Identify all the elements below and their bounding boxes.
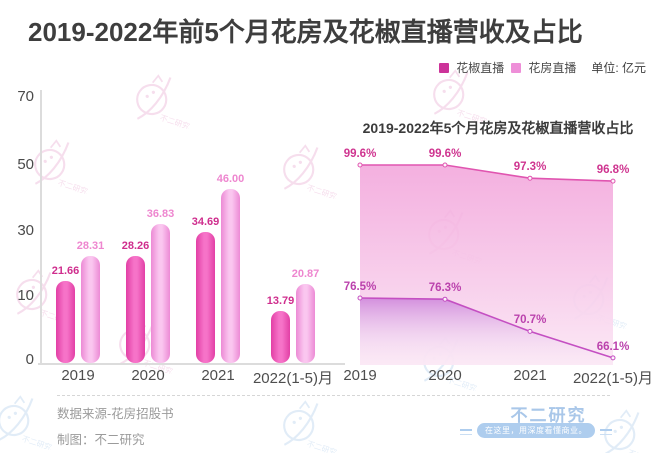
bar-value-label: 34.69 bbox=[191, 215, 220, 228]
x-axis-label: 2021 bbox=[201, 367, 235, 384]
x-axis-label: 2022(1-5)月 bbox=[252, 370, 334, 387]
y-tick-label: 10 bbox=[17, 287, 34, 304]
bar-huajiao bbox=[126, 256, 145, 363]
x-axis-line bbox=[38, 363, 345, 365]
area-value-label: 99.6% bbox=[428, 148, 462, 160]
area-value-label: 97.3% bbox=[513, 161, 547, 174]
watermark-doodle-blue bbox=[271, 392, 343, 453]
x-axis-label: 2019 bbox=[343, 367, 377, 384]
x-axis-label: 2020 bbox=[131, 367, 165, 384]
bar-value-label: 21.66 bbox=[51, 265, 80, 278]
x-axis-label: 2022(1-5)月 bbox=[572, 370, 654, 387]
bar-huafang bbox=[221, 189, 240, 363]
watermark-doodle-blue bbox=[592, 401, 660, 453]
page-title: 2019-2022年前5个月花房及花椒直播营收及占比 bbox=[28, 17, 583, 47]
area-path bbox=[359, 297, 614, 359]
area-value-label: 76.5% bbox=[343, 281, 377, 293]
brand-logo-text: 不二研究 bbox=[510, 406, 587, 425]
bar-huajiao bbox=[196, 231, 215, 363]
data-point-marker bbox=[527, 175, 533, 181]
legend-swatch-huafang bbox=[511, 62, 522, 73]
area-path bbox=[360, 298, 613, 365]
data-point-marker bbox=[527, 328, 533, 334]
credit-note: 制图：不二研究 bbox=[57, 433, 145, 447]
x-axis-label: 2021 bbox=[513, 367, 547, 384]
area-path bbox=[360, 164, 614, 182]
y-tick-label: 30 bbox=[17, 222, 34, 239]
area-chart-title: 2019-2022年5个月花房及花椒直播营收占比 bbox=[362, 120, 634, 136]
bar-value-label: 28.31 bbox=[76, 239, 105, 252]
area-value-label: 99.6% bbox=[343, 148, 377, 160]
x-axis-label: 2020 bbox=[428, 367, 462, 384]
area-chart-canvas bbox=[357, 162, 616, 365]
pill-dash-left bbox=[460, 429, 472, 435]
bar-value-label: 20.87 bbox=[291, 268, 320, 281]
chart-legend: 花椒直播 花房直播 单位: 亿元 bbox=[439, 59, 646, 76]
watermark-doodle-pink bbox=[124, 66, 196, 138]
legend-swatch-huajiao bbox=[439, 62, 450, 73]
y-tick-label: 70 bbox=[17, 88, 34, 105]
area-value-label: 66.1% bbox=[596, 340, 630, 353]
data-point-marker bbox=[357, 162, 363, 168]
bar-huafang bbox=[296, 284, 315, 363]
legend-unit-label: 单位: 亿元 bbox=[591, 61, 646, 75]
bar-value-label: 36.83 bbox=[146, 207, 175, 220]
bar-value-label: 13.79 bbox=[266, 294, 295, 307]
legend-label-huafang: 花房直播 bbox=[528, 61, 577, 75]
x-axis-label: 2019 bbox=[61, 367, 95, 384]
bar-value-label: 46.00 bbox=[216, 173, 245, 186]
data-point-marker bbox=[442, 162, 448, 168]
pill-dash-right bbox=[600, 429, 612, 435]
data-point-marker bbox=[442, 296, 448, 302]
footer-divider bbox=[57, 395, 610, 396]
y-tick-label: 50 bbox=[17, 156, 34, 173]
bar-huafang bbox=[151, 223, 170, 363]
watermark-doodle-pink bbox=[271, 136, 343, 208]
bar-huajiao bbox=[56, 281, 75, 363]
y-tick-label: 0 bbox=[25, 351, 34, 368]
data-point-marker bbox=[357, 295, 363, 301]
brand-tagline-badge: 在这里，用深度看懂商业。 bbox=[477, 423, 595, 438]
area-value-label: 76.3% bbox=[428, 282, 462, 295]
data-point-marker bbox=[610, 178, 616, 184]
bar-huajiao bbox=[271, 310, 290, 363]
watermark-doodle-blue bbox=[0, 387, 58, 453]
legend-label-huajiao: 花椒直播 bbox=[456, 61, 505, 75]
area-value-label: 70.7% bbox=[513, 314, 547, 327]
bar-value-label: 28.26 bbox=[121, 240, 150, 253]
bar-huafang bbox=[81, 255, 100, 363]
y-axis-line bbox=[40, 90, 42, 364]
data-point-marker bbox=[610, 355, 616, 361]
area-value-label: 96.8% bbox=[596, 164, 630, 177]
data-source-note: 数据来源-花房招股书 bbox=[57, 407, 174, 421]
